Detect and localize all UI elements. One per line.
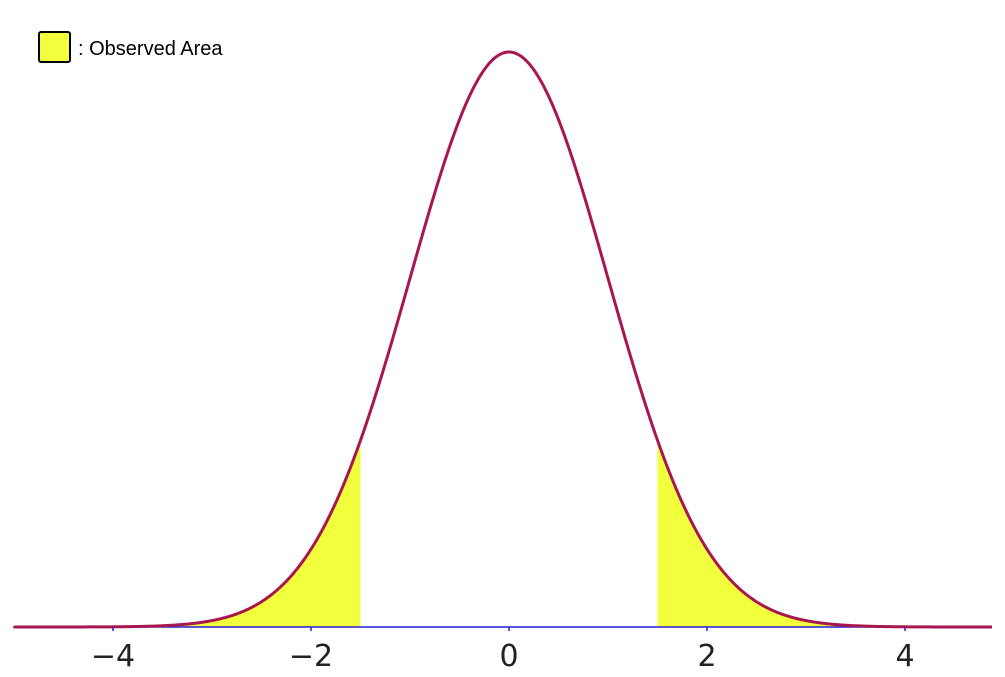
legend-swatch xyxy=(38,31,71,63)
shaded-regions xyxy=(14,440,992,627)
x-axis-ticks: −4 −2 0 2 4 xyxy=(91,627,915,674)
x-tick-label: −2 xyxy=(289,639,333,674)
x-tick-label: 2 xyxy=(697,639,716,674)
right-tail-shaded-area xyxy=(657,440,992,627)
x-tick-label: 0 xyxy=(499,639,518,674)
x-tick-label: 4 xyxy=(895,639,914,674)
density-curve xyxy=(14,50,992,629)
legend-label: : Observed Area xyxy=(78,38,223,60)
x-tick-label: −4 xyxy=(91,639,135,674)
legend: : Observed Area xyxy=(38,31,223,63)
left-tail-shaded-area xyxy=(14,440,361,627)
